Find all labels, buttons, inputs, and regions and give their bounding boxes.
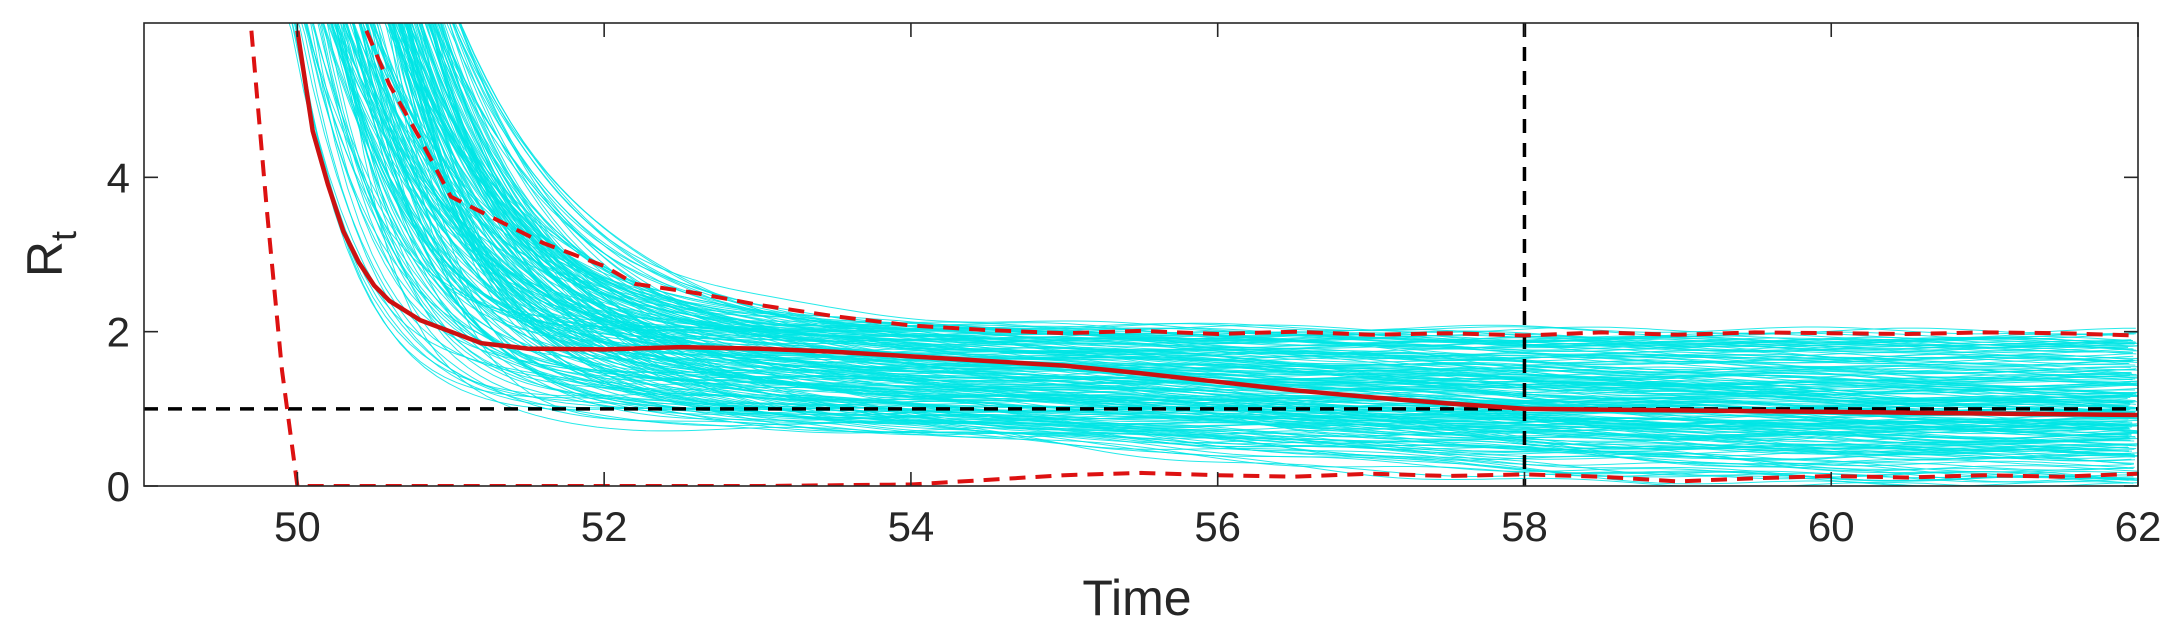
y-axis-title-main: R xyxy=(17,241,73,277)
ensemble-line xyxy=(399,23,2131,363)
ensemble-line xyxy=(384,23,2133,425)
ensemble-line xyxy=(401,23,2132,462)
ensemble-line xyxy=(421,23,2138,472)
x-tick-label: 60 xyxy=(1808,503,1855,550)
ensemble-line xyxy=(434,23,2129,436)
x-tick-label: 56 xyxy=(1194,503,1241,550)
ensemble-line xyxy=(459,23,2132,379)
ensemble-line xyxy=(387,23,2138,445)
x-axis-title: Time xyxy=(1082,570,1191,626)
ensemble-line xyxy=(336,23,2135,480)
ensemble-line xyxy=(351,23,2135,340)
ensemble-line xyxy=(388,23,2133,374)
x-tick-label: 50 xyxy=(274,503,321,550)
ensemble-line xyxy=(407,23,2134,412)
ensemble-line xyxy=(373,23,2133,402)
axis-ticks: 50 52 54 56 58 60 62 0 2 4 xyxy=(107,23,2162,550)
y-tick-label: 4 xyxy=(107,154,130,201)
ensemble-line xyxy=(405,23,2134,484)
ensemble-line xyxy=(331,23,2137,403)
ensemble-line xyxy=(429,23,2136,335)
ensemble-line xyxy=(391,23,2136,380)
ensemble-line xyxy=(312,23,2131,434)
ensemble-line xyxy=(353,23,2130,350)
ensemble-line xyxy=(454,23,2138,388)
ensemble-line xyxy=(394,23,2130,409)
ensemble-line xyxy=(426,23,2137,450)
ensemble-line xyxy=(439,23,2136,461)
ensemble-line xyxy=(459,23,2131,404)
ensemble-line xyxy=(443,23,2136,438)
x-tick-label: 62 xyxy=(2115,503,2162,550)
ensemble-line xyxy=(420,23,2133,451)
y-axis-title: Rt xyxy=(17,231,84,277)
y-tick-label: 2 xyxy=(107,309,130,356)
ensemble-line xyxy=(376,23,2131,446)
upper-bound-line xyxy=(364,29,2138,338)
ensemble-line xyxy=(448,23,2138,347)
y-axis-title-subscript: t xyxy=(43,231,84,241)
ensemble-line xyxy=(388,23,2133,348)
plot-frame xyxy=(143,22,2139,487)
x-tick-label: 54 xyxy=(888,503,935,550)
ensemble-line xyxy=(401,23,2138,452)
ensemble-line xyxy=(416,23,2129,407)
ensemble-line xyxy=(305,23,2130,431)
y-tick-label: 0 xyxy=(107,463,130,510)
x-tick-label: 58 xyxy=(1501,503,1548,550)
ensemble-line xyxy=(431,23,2135,395)
ensemble-line xyxy=(342,23,2132,486)
median-line xyxy=(295,30,2138,418)
ensemble-line xyxy=(334,23,2135,455)
x-tick-label: 52 xyxy=(581,503,628,550)
ensemble-line xyxy=(303,23,2135,464)
ensemble-line xyxy=(297,23,2129,453)
ensemble-line xyxy=(351,23,2134,486)
ensemble-line xyxy=(428,23,2138,396)
